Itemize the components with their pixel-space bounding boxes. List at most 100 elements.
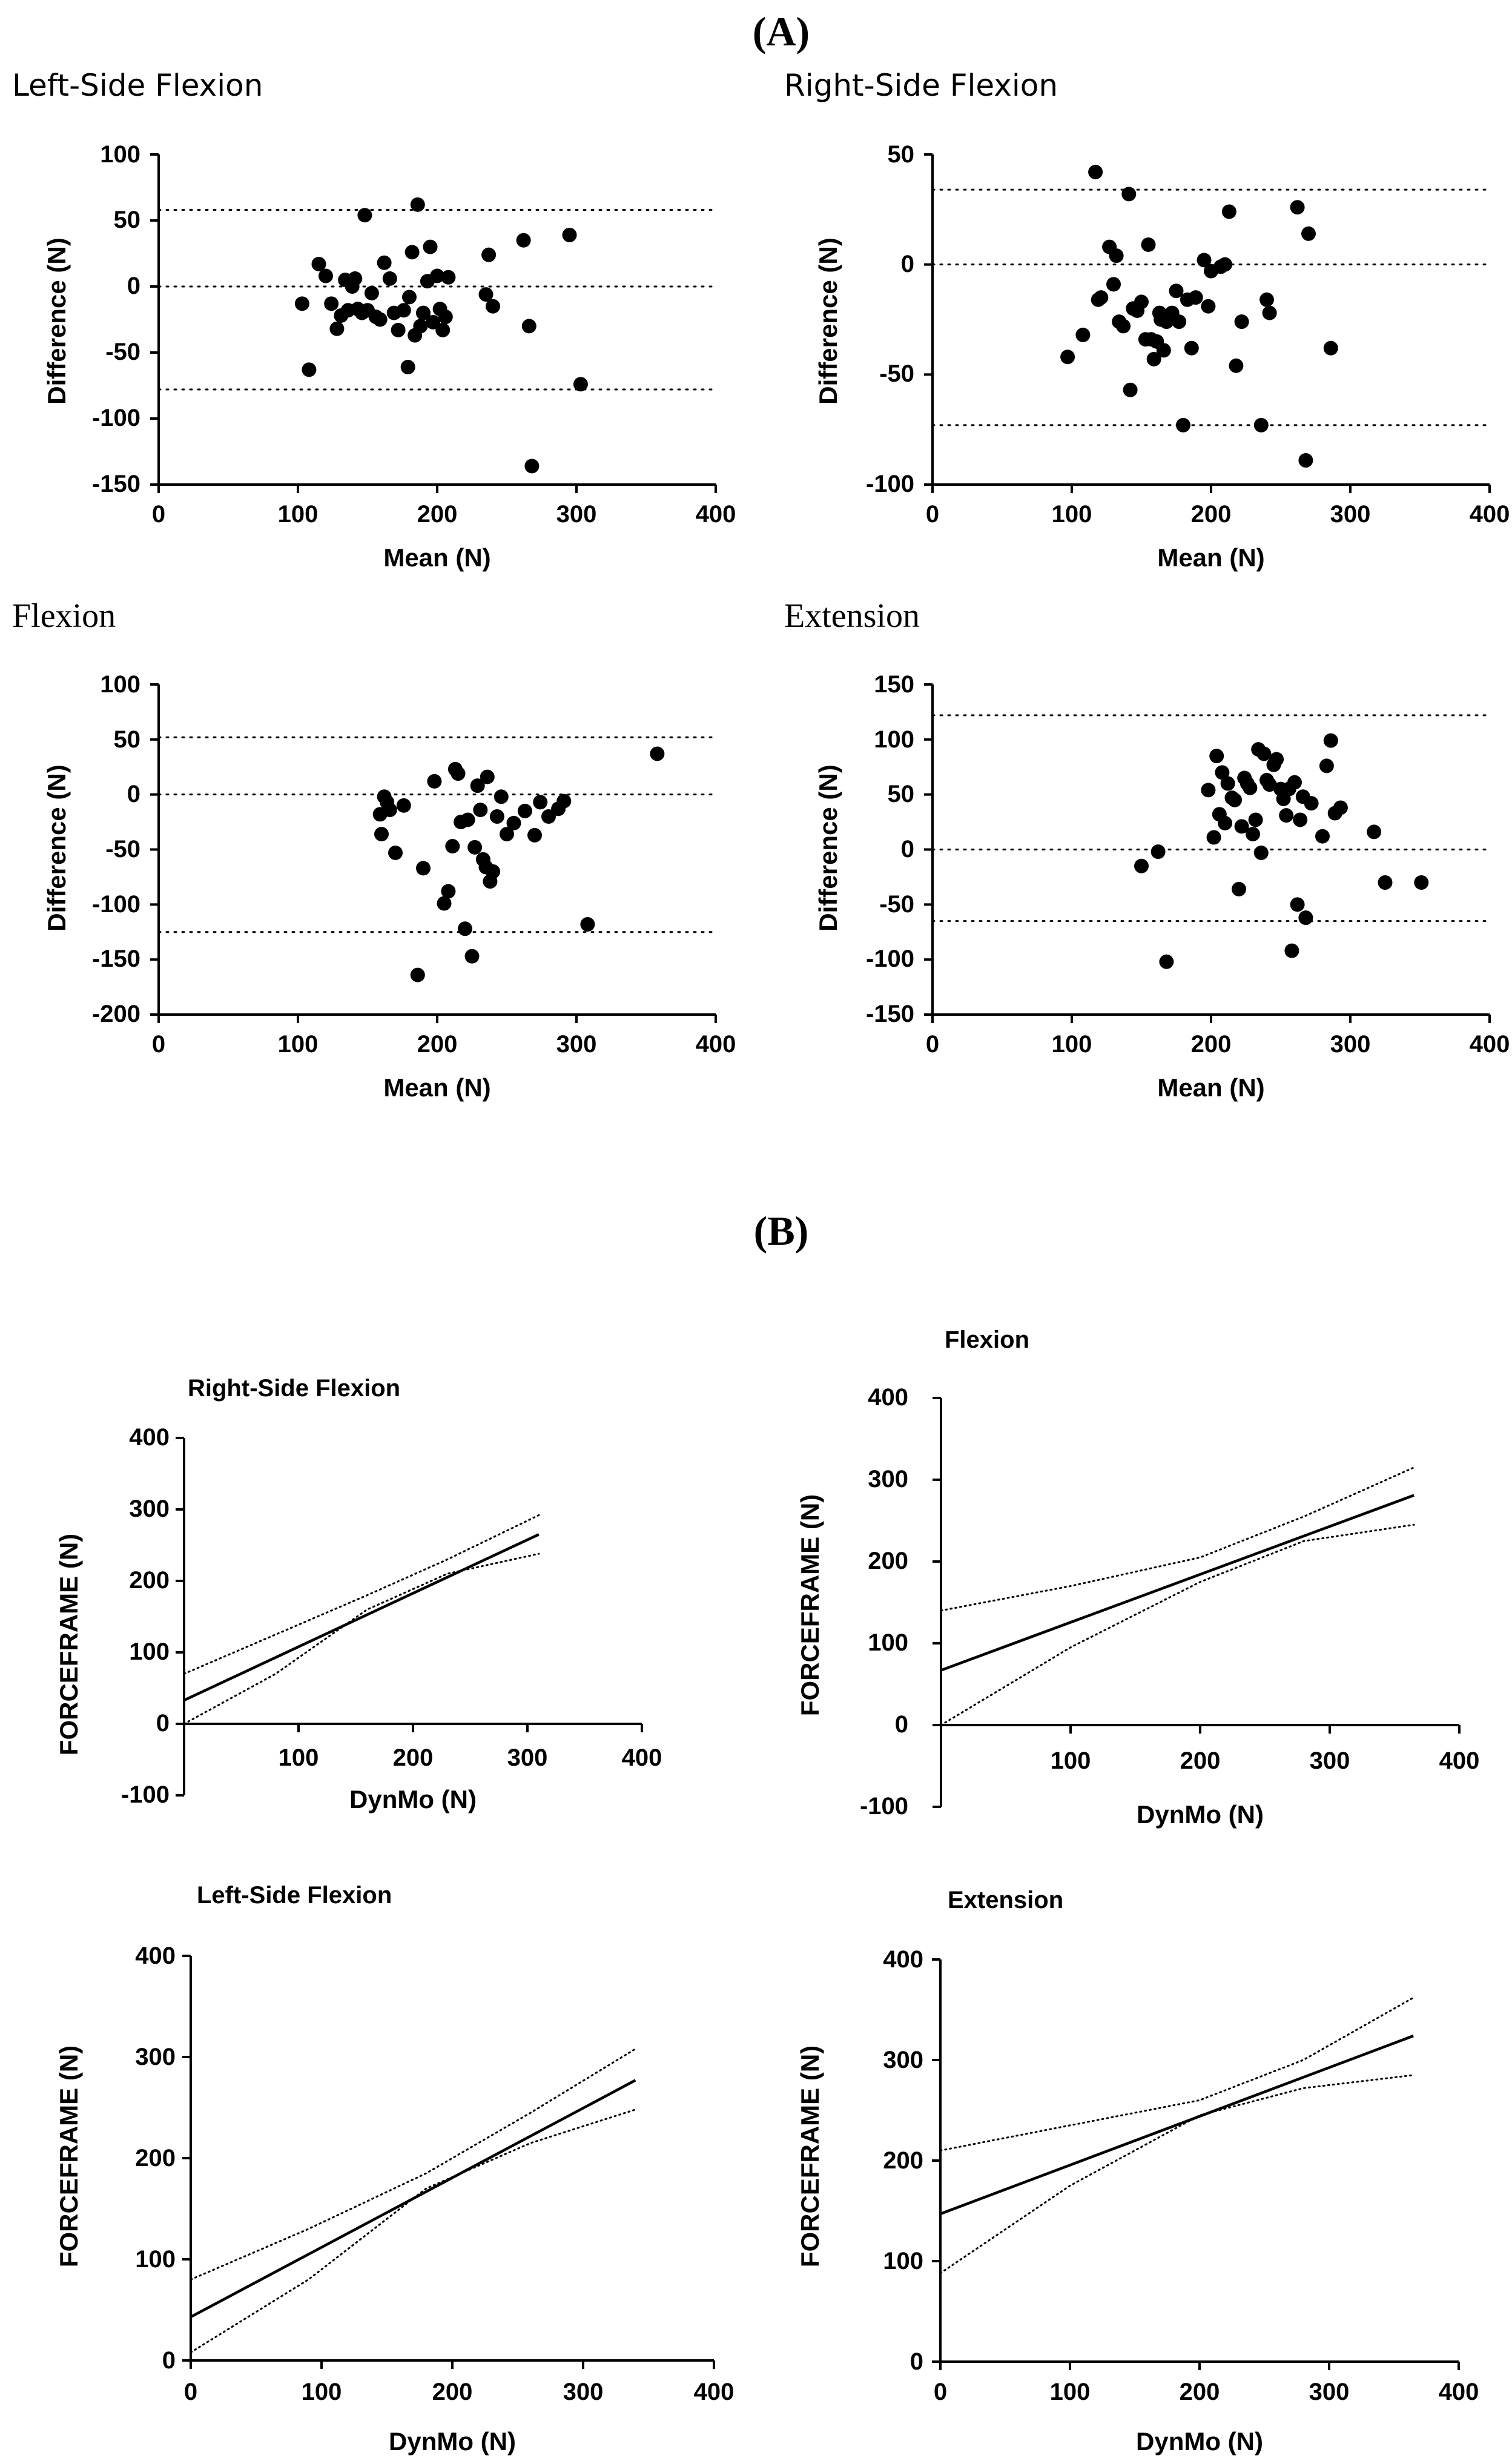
y-axis-label: FORCEFRAME (N) (54, 1534, 83, 1755)
y-tick-label: -100 (866, 471, 914, 497)
data-point (486, 864, 500, 879)
data-point (480, 769, 495, 784)
x-tick-label: 300 (1330, 501, 1371, 528)
x-tick-label: 100 (1052, 501, 1092, 528)
data-point (388, 845, 403, 860)
y-tick-label: 0 (156, 1710, 170, 1737)
x-tick-label: 100 (279, 1744, 319, 1771)
data-point (1315, 829, 1330, 844)
plot-area (933, 1397, 1461, 1808)
data-point (517, 803, 532, 818)
confidence-band-line (183, 1552, 540, 1725)
data-point (1134, 294, 1149, 310)
data-point (1262, 305, 1277, 320)
confidence-band-line (939, 1996, 1415, 2151)
data-point (1121, 187, 1137, 202)
data-point (382, 271, 397, 286)
y-tick-label: 300 (883, 2047, 923, 2073)
x-tick-label: 200 (1180, 2379, 1220, 2405)
data-point (1151, 844, 1166, 860)
tick-labels: 150 100 50 0 -50 -100 -150 0 100 200 300… (866, 671, 1510, 1058)
x-tick-label: 100 (1051, 1747, 1091, 1774)
x-axis-label: Mean (N) (383, 543, 490, 572)
x-tick-label: 400 (696, 501, 736, 528)
data-point (416, 861, 431, 876)
y-tick-label: 0 (910, 2348, 923, 2375)
data-point (1232, 881, 1246, 896)
x-tick-label: 300 (556, 501, 597, 528)
tick-labels: 400 300 200 100 0 -100 100 200 300 400 (860, 1384, 1479, 1820)
x-axis-label: DynMo (N) (1136, 2427, 1263, 2456)
data-point (524, 459, 540, 474)
data-point (311, 256, 326, 271)
data-point (437, 896, 452, 911)
y-tick-label: 400 (883, 1946, 923, 1973)
data-point (1116, 319, 1131, 334)
y-tick-label: 100 (883, 2248, 923, 2274)
data-point (372, 312, 388, 327)
data-point (486, 299, 500, 314)
data-point (1333, 800, 1348, 815)
data-point (1287, 775, 1302, 790)
data-point (1298, 453, 1313, 468)
x-tick-label: 300 (556, 1031, 597, 1058)
x-tick-label: 0 (926, 1031, 939, 1058)
x-tick-label: 200 (1191, 501, 1232, 528)
y-tick-label: 100 (874, 726, 914, 753)
y-tick-label: 0 (127, 781, 140, 807)
chart-title: Flexion (945, 1327, 1029, 1353)
data-point (473, 803, 488, 818)
y-tick-label: 50 (888, 141, 915, 168)
x-tick-label: 300 (1309, 2379, 1350, 2405)
x-tick-label: 200 (393, 1744, 434, 1771)
y-tick-label: 0 (162, 2347, 176, 2374)
y-axis-label: FORCEFRAME (N) (796, 1494, 824, 1716)
y-axis-label: FORCEFRAME (N) (54, 2045, 83, 2267)
data-point (516, 233, 531, 248)
data-point (458, 921, 472, 936)
y-tick-label: 100 (868, 1629, 908, 1656)
x-tick-label: 0 (926, 501, 939, 528)
confidence-band-line (190, 2108, 636, 2354)
x-tick-label: 100 (1052, 1031, 1092, 1058)
x-tick-label: 400 (1470, 501, 1510, 528)
y-tick-label: -150 (92, 946, 140, 972)
data-point (533, 795, 548, 810)
data-point (324, 296, 339, 311)
y-tick-label: 300 (868, 1466, 908, 1492)
x-tick-label: 300 (1310, 1747, 1350, 1774)
data-point (1218, 257, 1232, 272)
data-point (1094, 290, 1109, 305)
data-point (319, 268, 333, 283)
data-point (521, 319, 536, 334)
x-tick-label: 200 (417, 1031, 458, 1058)
y-tick-label: -100 (866, 946, 914, 972)
data-point (1088, 165, 1103, 180)
y-tick-label: 200 (868, 1548, 908, 1574)
y-tick-label: 200 (129, 1567, 170, 1594)
y-tick-label: 300 (135, 2044, 176, 2070)
data-point (1220, 776, 1235, 791)
data-point (1290, 200, 1305, 215)
x-tick-label: 100 (278, 501, 319, 528)
x-tick-label: 400 (1470, 1031, 1510, 1058)
data-point (481, 247, 497, 262)
confidence-band-line (939, 2074, 1415, 2274)
x-tick-label: 300 (563, 2379, 604, 2405)
x-tick-label: 200 (1191, 1031, 1232, 1058)
data-point (580, 917, 595, 932)
y-tick-label: 400 (129, 1424, 170, 1451)
data-point (1243, 780, 1258, 795)
data-point (427, 773, 442, 789)
data-point (438, 310, 453, 325)
chart-title: Flexion (12, 597, 116, 635)
y-tick-label: -50 (105, 339, 140, 365)
regression-line (940, 2035, 1414, 2216)
y-tick-label: -100 (121, 1781, 170, 1808)
y-tick-label: 200 (135, 2145, 176, 2171)
chart-ba-flexion: Flexion Difference (N) Mean (N) 100 50 0… (12, 597, 736, 1102)
y-tick-label: -150 (92, 471, 140, 497)
data-point (1060, 349, 1075, 365)
regression-line (183, 1533, 540, 1702)
